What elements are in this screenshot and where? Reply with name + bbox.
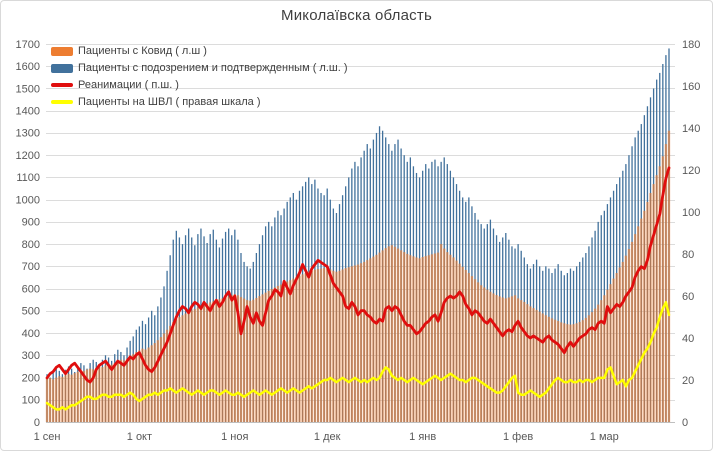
svg-text:300: 300 [22, 350, 40, 362]
svg-text:0: 0 [682, 417, 688, 429]
legend-label-reanimation: Реанимации ( п.ш. ) [78, 79, 179, 91]
svg-text:1 сен: 1 сен [34, 431, 61, 443]
x-axis-labels: 1 сен 1 окт 1 ноя 1 дек 1 янв 1 фев 1 мар [34, 431, 619, 443]
covid-swatch-icon [51, 46, 73, 56]
svg-text:1 дек: 1 дек [314, 431, 341, 443]
svg-text:1600: 1600 [16, 61, 40, 73]
svg-text:140: 140 [682, 123, 700, 135]
svg-text:600: 600 [22, 283, 40, 295]
svg-text:100: 100 [22, 395, 40, 407]
svg-text:100: 100 [682, 207, 700, 219]
legend-label-shvl: Пациенты на ШВЛ ( правая шкала ) [78, 96, 261, 108]
legend-label-covid: Пациенты с Ковид ( л.ш ) [78, 45, 207, 57]
suspected-swatch-icon [51, 63, 73, 73]
svg-text:1700: 1700 [16, 39, 40, 51]
svg-text:1400: 1400 [16, 106, 40, 118]
svg-text:1 окт: 1 окт [127, 431, 152, 443]
svg-text:900: 900 [22, 217, 40, 229]
svg-text:1 ноя: 1 ноя [221, 431, 248, 443]
chart-legend: Пациенты с Ковид ( л.ш ) Пациенты с подо… [51, 45, 348, 113]
left-axis-labels: 0 100 200 300 400 500 600 700 800 900 1000 1100 1200… [16, 39, 40, 429]
svg-text:1 янв: 1 янв [409, 431, 436, 443]
legend-item-reanimation: Реанимации ( п.ш. ) [51, 79, 348, 91]
svg-text:1 мар: 1 мар [590, 431, 619, 443]
svg-text:160: 160 [682, 81, 700, 93]
svg-text:1300: 1300 [16, 128, 40, 140]
svg-text:1 фев: 1 фев [503, 431, 533, 443]
svg-text:200: 200 [22, 372, 40, 384]
chart-title: Миколаївска область [281, 7, 432, 24]
svg-text:400: 400 [22, 328, 40, 340]
svg-text:800: 800 [22, 239, 40, 251]
svg-text:60: 60 [682, 291, 694, 303]
legend-item-covid: Пациенты с Ковид ( л.ш ) [51, 45, 348, 57]
svg-text:80: 80 [682, 249, 694, 261]
svg-text:20: 20 [682, 375, 694, 387]
svg-text:1200: 1200 [16, 150, 40, 162]
legend-label-suspected: Пациенты с подозрением и подтвержденным … [78, 62, 348, 74]
reanimation-line-swatch-icon [51, 83, 73, 87]
svg-text:180: 180 [682, 39, 700, 51]
svg-text:40: 40 [682, 333, 694, 345]
svg-text:1100: 1100 [16, 172, 40, 184]
shvl-line [45, 301, 671, 411]
svg-text:120: 120 [682, 165, 700, 177]
svg-text:500: 500 [22, 306, 40, 318]
covid-bars [45, 130, 671, 423]
legend-item-suspected: Пациенты с подозрением и подтвержденным … [51, 62, 348, 74]
svg-text:0: 0 [34, 417, 40, 429]
svg-text:700: 700 [22, 261, 40, 273]
reanimation-line [45, 166, 671, 384]
shvl-line-swatch-icon [51, 100, 73, 104]
svg-text:1000: 1000 [16, 194, 40, 206]
svg-text:1500: 1500 [16, 83, 40, 95]
right-axis-labels: 0 20 40 60 80 100 120 140 160 180 [682, 39, 700, 429]
legend-item-shvl: Пациенты на ШВЛ ( правая шкала ) [51, 96, 348, 108]
